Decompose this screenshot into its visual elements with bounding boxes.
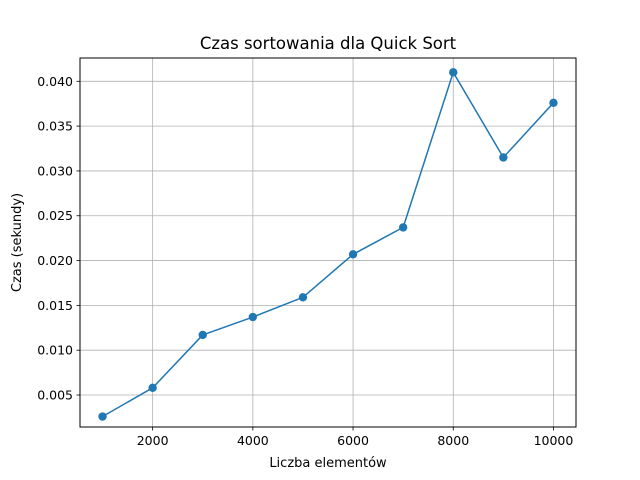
data-point [449, 68, 458, 77]
y-tick-label: 0.015 [37, 298, 73, 313]
y-tick-label: 0.005 [37, 388, 73, 403]
y-tick-label: 0.010 [37, 343, 73, 358]
data-point [248, 312, 258, 322]
series-line [102, 71, 555, 418]
x-tick-label: 4000 [237, 433, 269, 448]
data-point [148, 383, 157, 393]
data-point [198, 330, 207, 340]
y-tick-label: 0.020 [37, 253, 73, 268]
series-layer [98, 68, 558, 421]
x-tick-label: 10000 [534, 433, 574, 448]
data-point [348, 250, 358, 259]
y-axis-label: Czas (sekundy) [10, 193, 25, 292]
x-axis-label: Liczba elementów [269, 456, 387, 471]
data-point [549, 98, 558, 108]
y-tick-label: 0.040 [37, 74, 73, 89]
data-point [298, 293, 308, 302]
chart-title: Czas sortowania dla Quick Sort [200, 34, 457, 53]
y-tick-label: 0.025 [37, 208, 73, 223]
axis-ticks: 2000 4000 6000 8000 10000 0.005 0.010 0.015 0.02… [37, 74, 573, 448]
y-tick-label: 0.030 [37, 163, 73, 178]
data-point [499, 153, 508, 162]
plot-frame [79, 57, 577, 428]
x-tick-label: 8000 [437, 433, 469, 448]
data-point [398, 223, 408, 232]
grid [80, 58, 576, 427]
x-tick-label: 2000 [137, 433, 169, 448]
y-tick-label: 0.035 [37, 119, 73, 134]
x-tick-label: 6000 [337, 433, 369, 448]
data-point [98, 412, 107, 421]
